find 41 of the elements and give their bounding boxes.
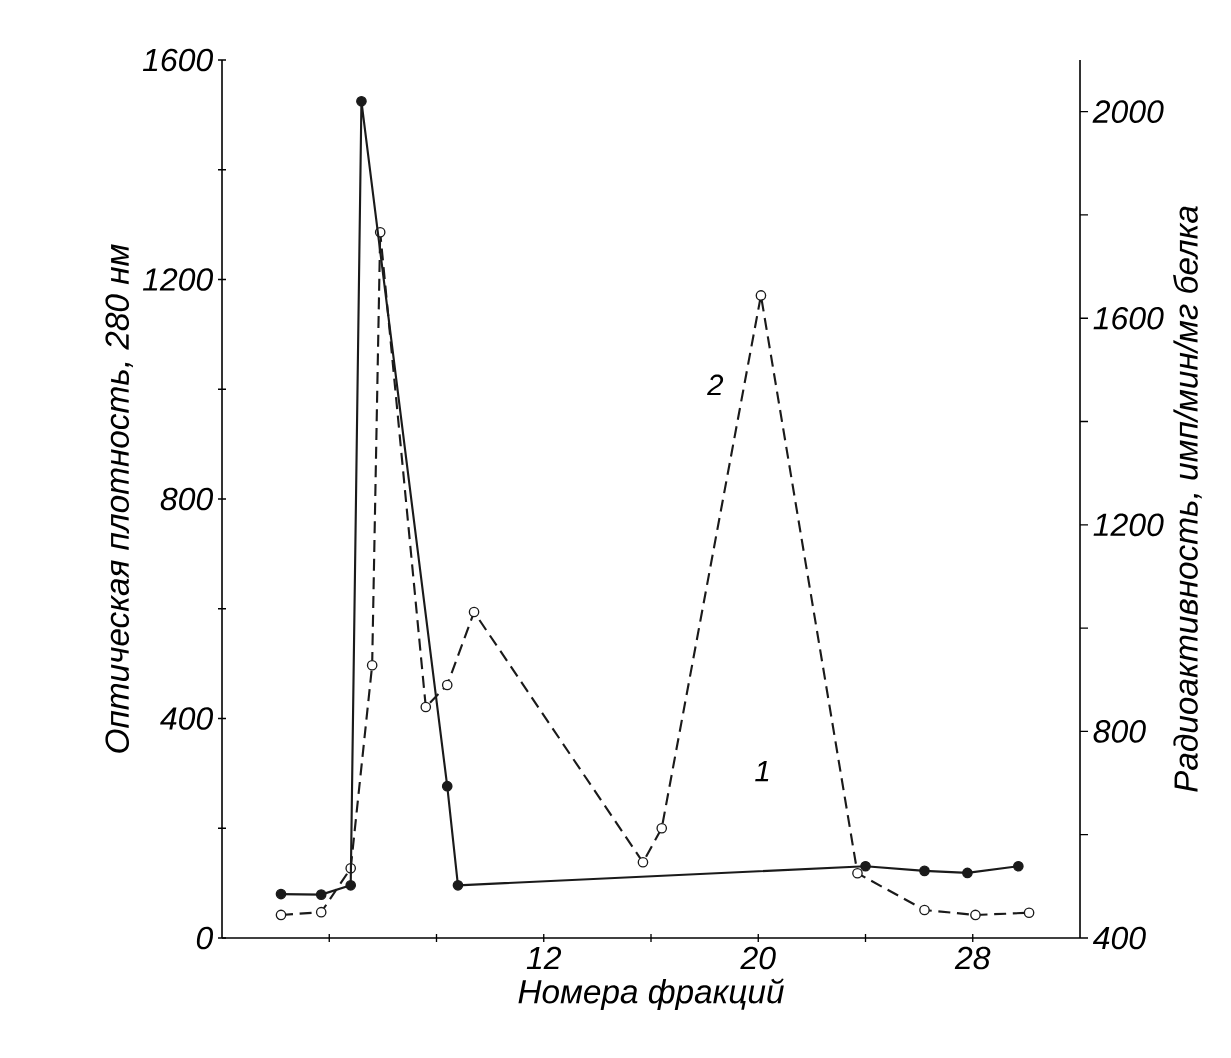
point <box>315 889 327 900</box>
y-tick-label: 0 <box>196 926 214 950</box>
x-axis-title: Номера фракций <box>518 978 784 1011</box>
point <box>860 860 871 872</box>
x-tick-label: 28 <box>954 946 991 970</box>
point <box>315 906 327 918</box>
y2-tick-label: 400 <box>1092 926 1146 950</box>
point <box>452 879 464 891</box>
point <box>441 780 453 792</box>
point <box>275 888 287 900</box>
point <box>919 865 930 877</box>
point <box>962 867 973 879</box>
y2-tick-label: 800 <box>1093 720 1146 743</box>
y2-tick-label: 2000 <box>1092 100 1164 123</box>
point <box>441 679 453 691</box>
point <box>852 867 863 879</box>
annotation: 2 <box>707 374 724 396</box>
point <box>275 909 287 921</box>
y2-axis-title: Радиоактивность, имп/мин/мг белка <box>1173 206 1202 792</box>
point <box>345 879 357 891</box>
y2-tick-label: 1200 <box>1093 513 1164 537</box>
point <box>420 701 432 713</box>
y-tick-label: 400 <box>160 707 214 730</box>
point <box>970 909 981 921</box>
point <box>356 95 367 107</box>
point <box>637 856 649 868</box>
y2-tick-label: 1600 <box>1093 306 1164 330</box>
point <box>1013 860 1024 872</box>
y-tick-label: 800 <box>160 487 214 511</box>
point <box>755 290 767 301</box>
point <box>1023 907 1035 919</box>
y-tick-label: 1600 <box>142 48 213 72</box>
point <box>919 904 930 916</box>
annotation: 1 <box>755 761 769 782</box>
x-tick-label: 12 <box>526 946 562 970</box>
point <box>468 606 480 618</box>
x-tick-label: 20 <box>740 946 776 970</box>
point <box>366 659 378 671</box>
y-tick-label: 1200 <box>142 268 213 291</box>
point <box>656 822 668 834</box>
y-axis-title: Оптическая плотность, 280 нм <box>105 244 133 753</box>
